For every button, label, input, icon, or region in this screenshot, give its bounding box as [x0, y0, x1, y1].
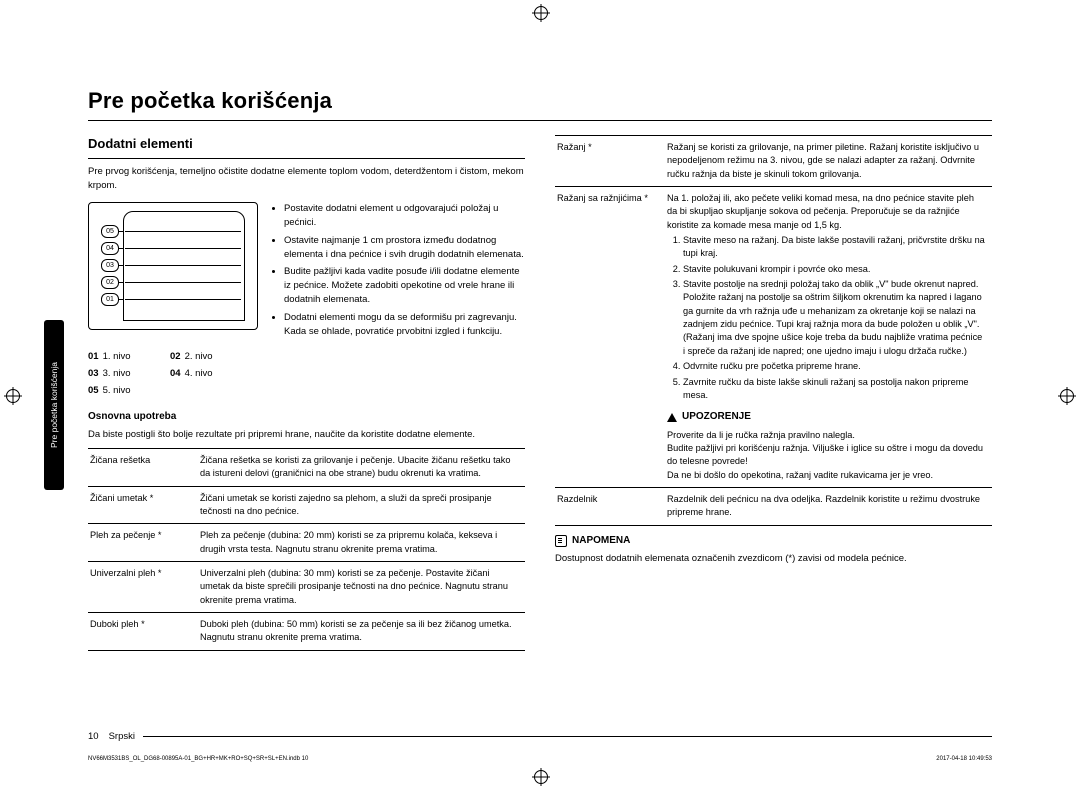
- step-item: Stavite postolje na srednji položaj tako…: [683, 278, 986, 358]
- level-04: 04: [101, 242, 119, 255]
- table-row: Univerzalni pleh *Univerzalni pleh (dubi…: [88, 561, 525, 612]
- basic-use-intro: Da biste postigli što bolje rezultate pr…: [88, 428, 525, 442]
- usage-bullets: Postavite dodatni element u odgovarajući…: [270, 202, 525, 342]
- table-row: Pleh za pečenje *Pleh za pečenje (dubina…: [88, 524, 525, 562]
- source-file: NV66M3531BS_OL_DG68-00895A-01_BG+HR+MK+R…: [88, 756, 308, 762]
- table-row: Duboki pleh *Duboki pleh (dubina: 50 mm)…: [88, 612, 525, 650]
- timestamp: 2017-04-18 10:49:53: [936, 756, 992, 762]
- r2-pretext: Na 1. položaj ili, ako pečete veliki kom…: [667, 192, 986, 232]
- level-03: 03: [101, 259, 119, 272]
- step-item: Stavite meso na ražanj. Da biste lakše p…: [683, 234, 986, 261]
- imprint-meta: NV66M3531BS_OL_DG68-00895A-01_BG+HR+MK+R…: [88, 756, 992, 762]
- basic-use-heading: Osnovna upotreba: [88, 410, 525, 425]
- bullet-item: Dodatni elementi mogu da se deformišu pr…: [284, 311, 525, 339]
- step-item: Odvrnite ručku pre početka pripreme hran…: [683, 360, 986, 373]
- warning-line: Budite pažljivi pri korišćenju ražnja. V…: [667, 442, 986, 469]
- section-intro: Pre prvog korišćenja, temeljno očistite …: [88, 165, 525, 193]
- section-heading: Dodatni elementi: [88, 135, 525, 159]
- note-heading: NAPOMENA: [555, 534, 992, 549]
- level-02: 02: [101, 276, 119, 289]
- page-title: Pre početka korišćenja: [88, 88, 992, 114]
- warning-line: Da ne bi došlo do opekotina, ražanj vadi…: [667, 469, 986, 482]
- table-row: Razdelnik Razdelnik deli pećnicu na dva …: [555, 488, 992, 526]
- level-05: 05: [101, 225, 119, 238]
- level-01: 01: [101, 293, 119, 306]
- table-row: Žičana rešetkaŽičana rešetka se koristi …: [88, 448, 525, 486]
- accessories-table-right: Ražanj * Ražanj se koristi za grilovanje…: [555, 135, 992, 526]
- table-row: Ražanj sa ražnjićima * Na 1. položaj ili…: [555, 187, 992, 488]
- title-rule: [88, 120, 992, 121]
- section-tab: Pre početka korišćenja: [44, 320, 64, 490]
- step-item: Zavrnite ručku da biste lakše skinuli ra…: [683, 376, 986, 403]
- table-row: Ražanj * Ražanj se koristi za grilovanje…: [555, 136, 992, 187]
- warning-heading: UPOZORENJE: [667, 410, 986, 425]
- accessories-table-left: Žičana rešetkaŽičana rešetka se koristi …: [88, 448, 525, 651]
- page-footer: 10 Srpski: [88, 731, 992, 742]
- note-icon: [555, 535, 567, 547]
- bullet-item: Budite pažljivi kada vadite posuđe i/ili…: [284, 265, 525, 306]
- warning-icon: [667, 413, 677, 422]
- page-number: 10: [88, 731, 99, 742]
- table-row: Žičani umetak *Žičani umetak se koristi …: [88, 486, 525, 524]
- step-item: Stavite polukuvani krompir i povrće oko …: [683, 263, 986, 276]
- note-text: Dostupnost dodatnih elemenata označenih …: [555, 552, 992, 566]
- warning-line: Proverite da li je ručka ražnja pravilno…: [667, 429, 986, 442]
- page-language: Srpski: [109, 731, 135, 742]
- r2-steps: Stavite meso na ražanj. Da biste lakše p…: [667, 234, 986, 402]
- oven-diagram: 05 04 03 02 01: [88, 202, 258, 330]
- bullet-item: Postavite dodatni element u odgovarajući…: [284, 202, 525, 230]
- bullet-item: Ostavite najmanje 1 cm prostora između d…: [284, 234, 525, 262]
- level-legend: 011. nivo 022. nivo 033. nivo 044. nivo …: [88, 350, 525, 397]
